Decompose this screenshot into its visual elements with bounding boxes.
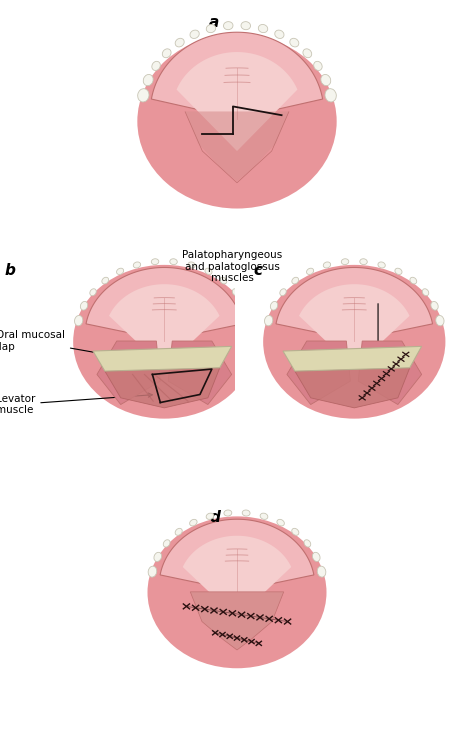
Polygon shape (295, 368, 410, 408)
Ellipse shape (263, 265, 446, 419)
Ellipse shape (162, 48, 171, 57)
Polygon shape (287, 341, 350, 404)
Ellipse shape (151, 259, 159, 265)
Ellipse shape (304, 540, 311, 547)
Ellipse shape (360, 259, 367, 265)
Polygon shape (190, 592, 284, 650)
Ellipse shape (292, 528, 299, 536)
Polygon shape (283, 346, 422, 371)
Text: c: c (253, 263, 262, 278)
Ellipse shape (290, 38, 299, 47)
Polygon shape (160, 519, 314, 593)
Polygon shape (185, 111, 289, 181)
Text: d: d (209, 510, 220, 524)
Ellipse shape (323, 262, 330, 268)
Ellipse shape (280, 289, 286, 295)
Ellipse shape (223, 22, 233, 30)
Ellipse shape (341, 259, 349, 265)
Ellipse shape (81, 301, 88, 310)
Ellipse shape (275, 30, 284, 39)
Ellipse shape (431, 301, 438, 310)
Ellipse shape (190, 519, 197, 526)
Text: b: b (5, 263, 16, 278)
Polygon shape (109, 284, 219, 368)
Polygon shape (151, 32, 323, 121)
Ellipse shape (436, 316, 444, 326)
Ellipse shape (325, 89, 337, 102)
Ellipse shape (206, 513, 214, 519)
Ellipse shape (220, 278, 227, 284)
Ellipse shape (260, 513, 268, 519)
Text: a: a (209, 15, 219, 30)
Ellipse shape (292, 278, 299, 284)
Ellipse shape (175, 38, 184, 47)
Ellipse shape (74, 316, 83, 326)
Ellipse shape (241, 22, 251, 30)
Polygon shape (168, 341, 232, 404)
Ellipse shape (246, 316, 254, 326)
Ellipse shape (242, 510, 250, 516)
Ellipse shape (90, 289, 96, 295)
Polygon shape (176, 52, 298, 151)
Ellipse shape (73, 265, 255, 419)
Ellipse shape (270, 301, 278, 310)
Ellipse shape (188, 262, 195, 268)
Ellipse shape (205, 269, 212, 275)
Ellipse shape (147, 516, 327, 668)
Ellipse shape (133, 262, 141, 268)
Text: Palatopharyngeous
and palatoglossus
muscles: Palatopharyngeous and palatoglossus musc… (182, 250, 283, 283)
Ellipse shape (224, 510, 232, 516)
Polygon shape (97, 341, 160, 404)
Ellipse shape (395, 269, 402, 275)
Ellipse shape (264, 316, 273, 326)
Polygon shape (358, 341, 422, 404)
Ellipse shape (241, 301, 248, 310)
Ellipse shape (232, 289, 239, 295)
Ellipse shape (117, 269, 124, 275)
Ellipse shape (148, 566, 157, 577)
Ellipse shape (175, 528, 182, 536)
Ellipse shape (102, 278, 109, 284)
Ellipse shape (317, 566, 326, 577)
Text: Levator
muscle: Levator muscle (0, 393, 152, 416)
Ellipse shape (137, 34, 337, 209)
Ellipse shape (422, 289, 429, 295)
Ellipse shape (190, 30, 199, 39)
Polygon shape (276, 268, 433, 342)
Ellipse shape (170, 259, 177, 265)
Ellipse shape (163, 540, 170, 547)
Ellipse shape (303, 48, 312, 57)
Ellipse shape (314, 61, 322, 70)
Polygon shape (93, 346, 232, 371)
Ellipse shape (378, 262, 385, 268)
Ellipse shape (277, 519, 284, 526)
Ellipse shape (206, 25, 216, 33)
Polygon shape (86, 268, 243, 342)
Ellipse shape (154, 552, 162, 562)
Ellipse shape (137, 89, 149, 102)
Ellipse shape (258, 25, 268, 33)
Ellipse shape (321, 75, 331, 86)
Ellipse shape (410, 278, 417, 284)
Ellipse shape (152, 61, 160, 70)
Ellipse shape (307, 269, 314, 275)
Text: Oral mucosal
flap: Oral mucosal flap (0, 330, 121, 358)
Polygon shape (183, 536, 291, 618)
Polygon shape (299, 284, 410, 368)
Polygon shape (105, 368, 220, 408)
Ellipse shape (143, 75, 153, 86)
Ellipse shape (312, 552, 320, 562)
